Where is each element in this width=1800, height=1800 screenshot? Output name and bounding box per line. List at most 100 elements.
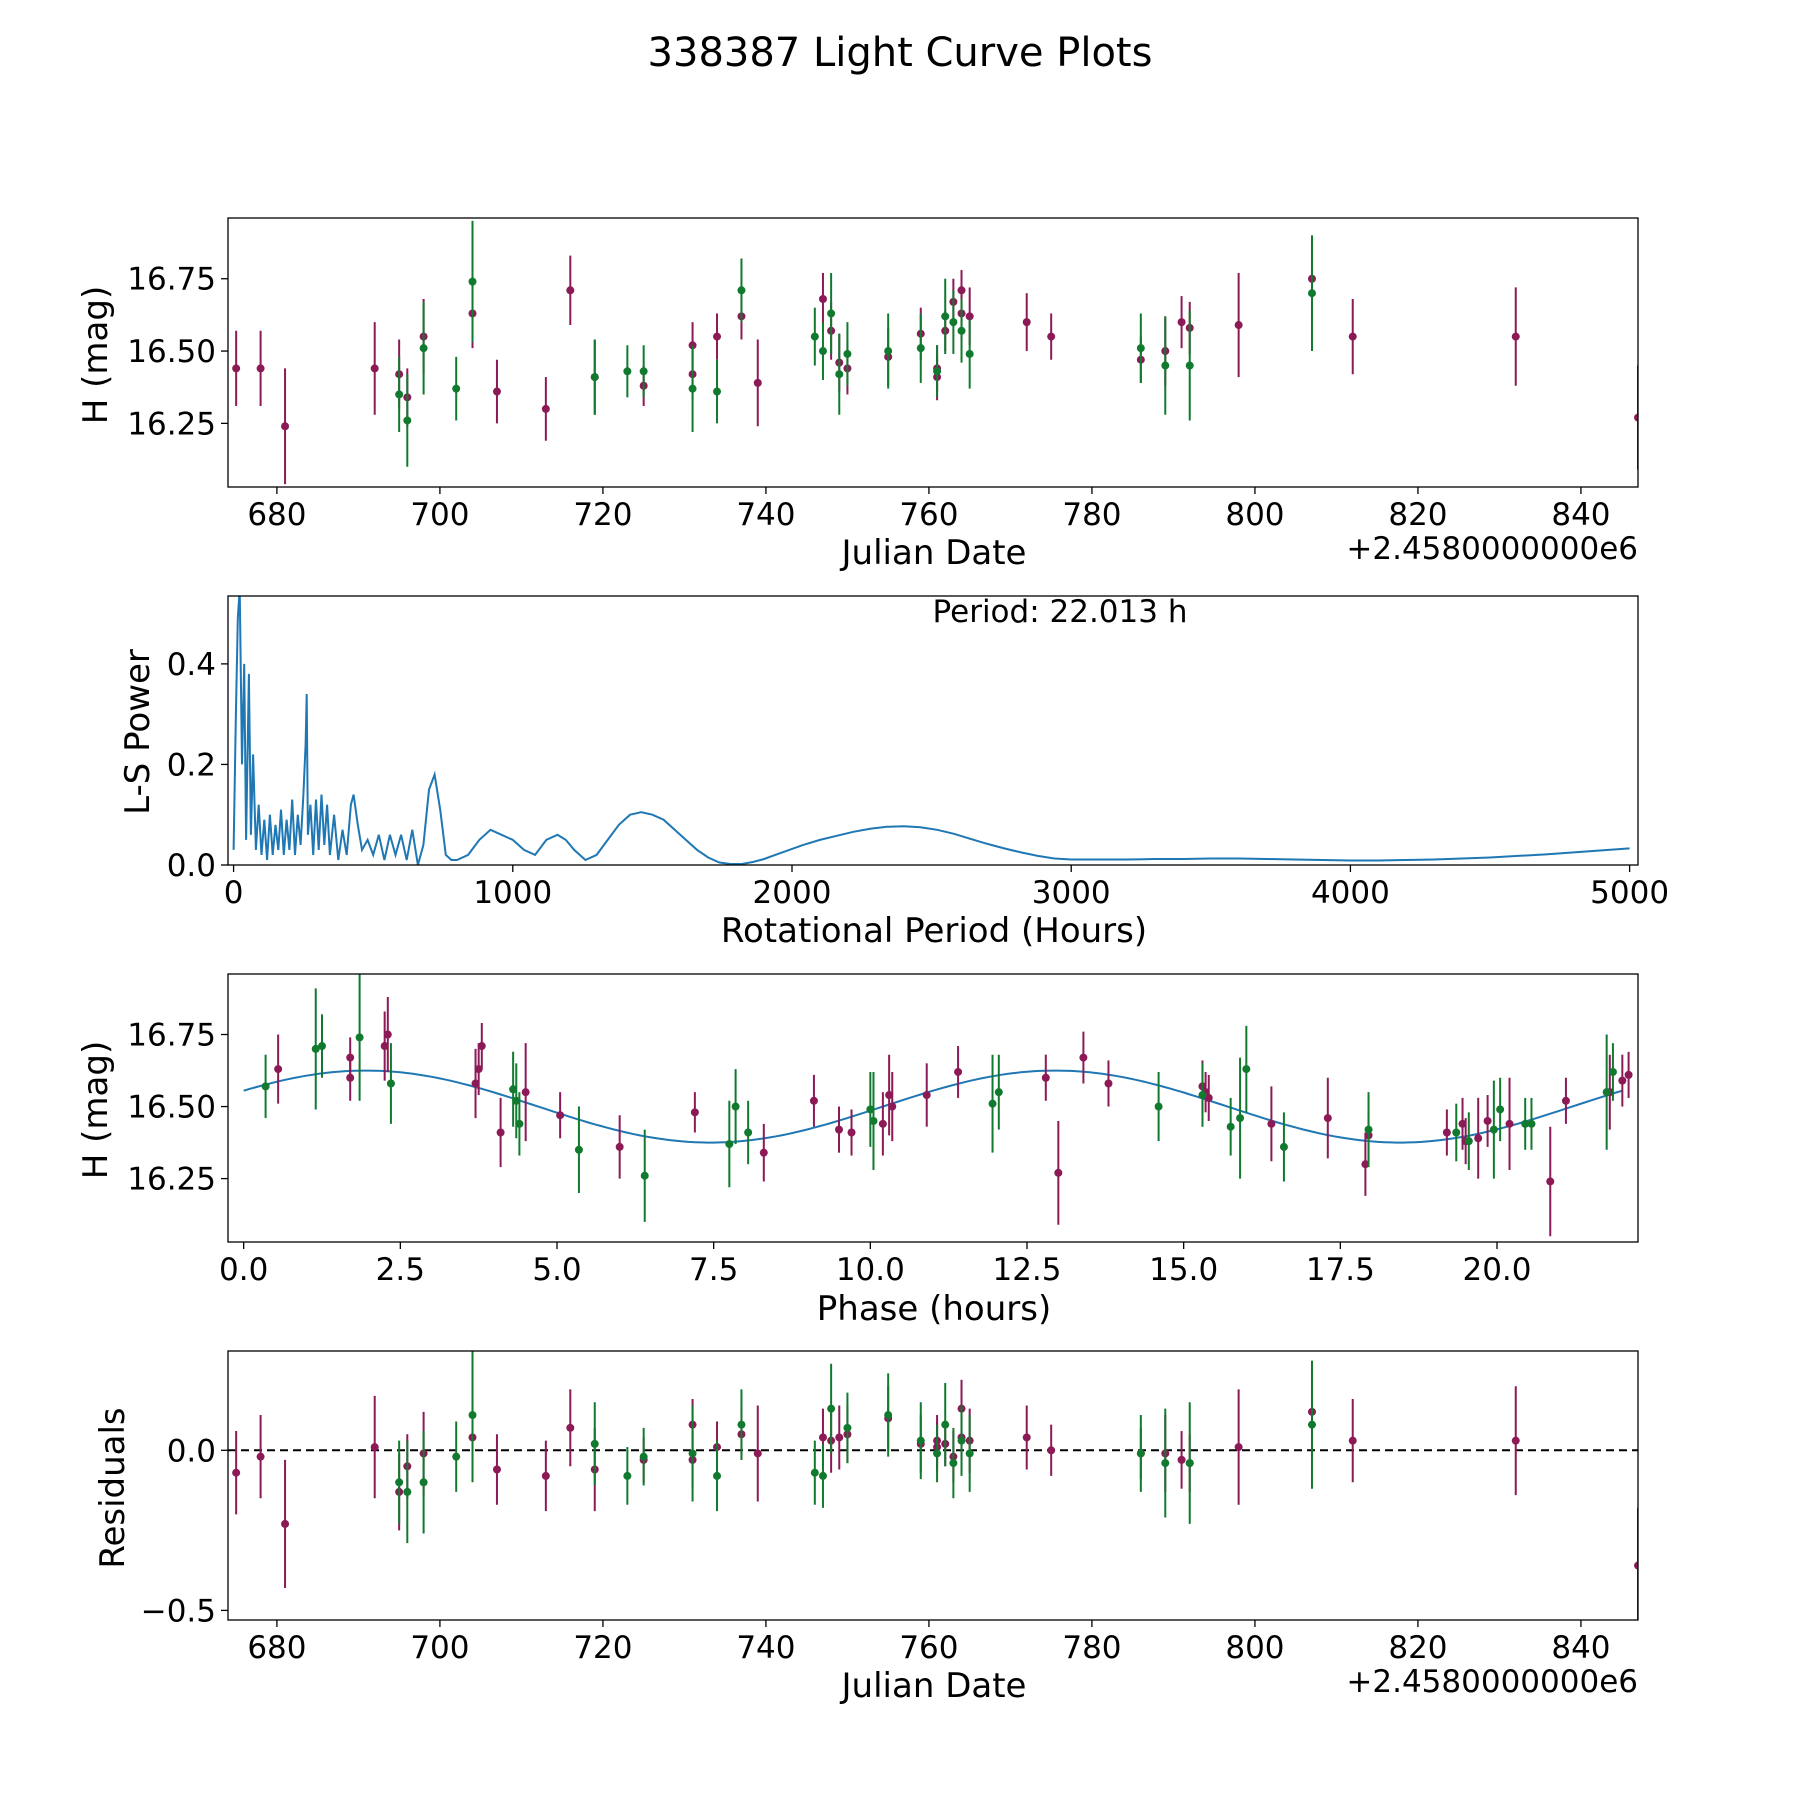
phased-magenta-marker: [809, 1096, 818, 1105]
phased-magenta-point: [759, 1123, 768, 1182]
lightcurve-green-point: [590, 339, 599, 415]
phased-ylabel: H (mag): [76, 1041, 116, 1179]
phased-magenta-marker: [1054, 1168, 1063, 1177]
residuals-green-point: [737, 1389, 746, 1460]
residuals-green-marker: [965, 1449, 974, 1458]
phased-magenta-marker: [556, 1111, 565, 1120]
phased-ytick-label: 16.25: [127, 1162, 216, 1198]
lightcurve-green-marker: [1185, 361, 1194, 370]
lightcurve-magenta-marker: [1511, 332, 1520, 341]
phased-green-point: [386, 1043, 395, 1124]
phased-green-point: [1364, 1092, 1373, 1168]
phased-magenta-point: [474, 1043, 483, 1096]
residuals-magenta-marker: [1047, 1446, 1056, 1455]
periodogram-xtick-label: 4000: [1311, 875, 1390, 911]
period-annotation: Period: 22.013 h: [933, 594, 1188, 630]
lightcurve-ytick-label: 16.75: [127, 262, 216, 298]
residuals-magenta-point: [753, 1405, 762, 1502]
phased-green-point: [988, 1054, 997, 1153]
residuals-magenta-marker: [492, 1465, 501, 1474]
residuals-green-marker: [1185, 1459, 1194, 1468]
phased-magenta-marker: [1483, 1116, 1492, 1125]
phased-green-point: [1279, 1112, 1288, 1182]
residuals-green-point: [810, 1440, 819, 1505]
residuals-magenta-marker: [1177, 1455, 1186, 1464]
lightcurve-magenta-marker: [1022, 318, 1031, 327]
phased-green-point: [1496, 1077, 1505, 1142]
residuals-green-marker: [941, 1420, 950, 1429]
phased-green-marker: [515, 1119, 524, 1128]
phased-ytick-label: 16.50: [127, 1090, 216, 1126]
lightcurve-magenta-marker: [713, 332, 722, 341]
residuals-xtick-label: 700: [410, 1630, 469, 1666]
phased-xtick-label: 10.0: [836, 1252, 905, 1288]
lightcurve-green-marker: [403, 416, 412, 425]
residuals-xlabel: Julian Date: [840, 1666, 1027, 1706]
phased-green-point: [1464, 1112, 1473, 1170]
lightcurve-green-marker: [1307, 289, 1316, 298]
phased-xlabel: Phase (hours): [817, 1289, 1051, 1329]
lightcurve-magenta-marker: [1047, 332, 1056, 341]
lightcurve-panel: Julian Date H (mag) +2.4580000000e6 680 7…: [76, 217, 1639, 573]
phased-green-marker: [994, 1088, 1003, 1097]
phased-magenta-marker: [274, 1065, 283, 1074]
phased-magenta-marker: [885, 1091, 894, 1100]
residuals-xtick-label: 680: [247, 1630, 306, 1666]
lightcurve-green-marker: [419, 344, 428, 353]
lightcurve-magenta-point: [566, 255, 575, 326]
phased-magenta-point: [885, 1054, 894, 1136]
phased-magenta-marker: [759, 1148, 768, 1157]
lightcurve-xtick-label: 840: [1551, 497, 1610, 533]
residuals-green-marker: [810, 1468, 819, 1477]
residuals-green-point: [1185, 1402, 1194, 1524]
lightcurve-xtick-label: 700: [410, 497, 469, 533]
phased-xtick-label: 5.0: [532, 1252, 581, 1288]
residuals-green-marker: [395, 1478, 404, 1487]
phased-green-marker: [1279, 1142, 1288, 1151]
phased-magenta-marker: [922, 1091, 931, 1100]
phased-magenta-point: [477, 1022, 486, 1070]
residuals-magenta-marker: [1634, 1561, 1638, 1570]
phased-magenta-point: [521, 1043, 530, 1142]
residuals-green-point: [623, 1447, 632, 1505]
residuals-magenta-marker: [1511, 1436, 1520, 1445]
residuals-magenta-point: [370, 1395, 379, 1499]
lightcurve-magenta-point: [370, 322, 379, 415]
phased-green-point: [515, 1092, 524, 1156]
periodogram-panel: Rotational Period (Hours) L-S Power Peri…: [118, 594, 1669, 951]
residuals-xtick-label: 740: [736, 1630, 795, 1666]
phased-magenta-point: [471, 1048, 480, 1119]
phased-magenta-marker: [1442, 1128, 1451, 1137]
phased-green-point: [725, 1100, 734, 1188]
phased-magenta-point: [1041, 1054, 1050, 1101]
residuals-magenta-marker: [818, 1433, 827, 1442]
phased-magenta-marker: [1079, 1053, 1088, 1062]
lightcurve-green-point: [1185, 310, 1194, 421]
residuals-green-marker: [403, 1487, 412, 1496]
residuals-green-point: [818, 1443, 827, 1508]
lightcurve-green-point: [941, 278, 950, 354]
lightcurve-ytick-label: 16.50: [127, 334, 216, 370]
residuals-magenta-point: [566, 1389, 575, 1467]
phased-panel: Phase (hours) H (mag) 0.0 2.5 5.0 7.5 10.0 12…: [76, 973, 1639, 1329]
phased-xtick-label: 7.5: [689, 1252, 738, 1288]
residuals-magenta-marker: [1022, 1433, 1031, 1442]
phased-green-marker: [1154, 1102, 1163, 1111]
residuals-magenta-marker: [1234, 1443, 1243, 1452]
lightcurve-green-point: [818, 322, 827, 380]
phased-xtick-label: 17.5: [1306, 1252, 1375, 1288]
phased-magenta-point: [346, 1037, 355, 1078]
phased-green-marker: [1242, 1065, 1251, 1074]
residuals-green-point: [884, 1373, 893, 1457]
lightcurve-green-marker: [933, 367, 942, 376]
phased-magenta-marker: [1267, 1119, 1276, 1128]
residuals-magenta-marker: [1348, 1436, 1357, 1445]
phased-xtick-label: 15.0: [1149, 1252, 1218, 1288]
phased-magenta-point: [383, 997, 392, 1072]
phased-green-marker: [1452, 1128, 1461, 1137]
lightcurve-magenta-point: [713, 313, 722, 360]
phased-green-point: [1242, 1025, 1251, 1113]
phased-green-point: [1521, 1097, 1530, 1150]
residuals-ylabel: Residuals: [93, 1407, 133, 1568]
